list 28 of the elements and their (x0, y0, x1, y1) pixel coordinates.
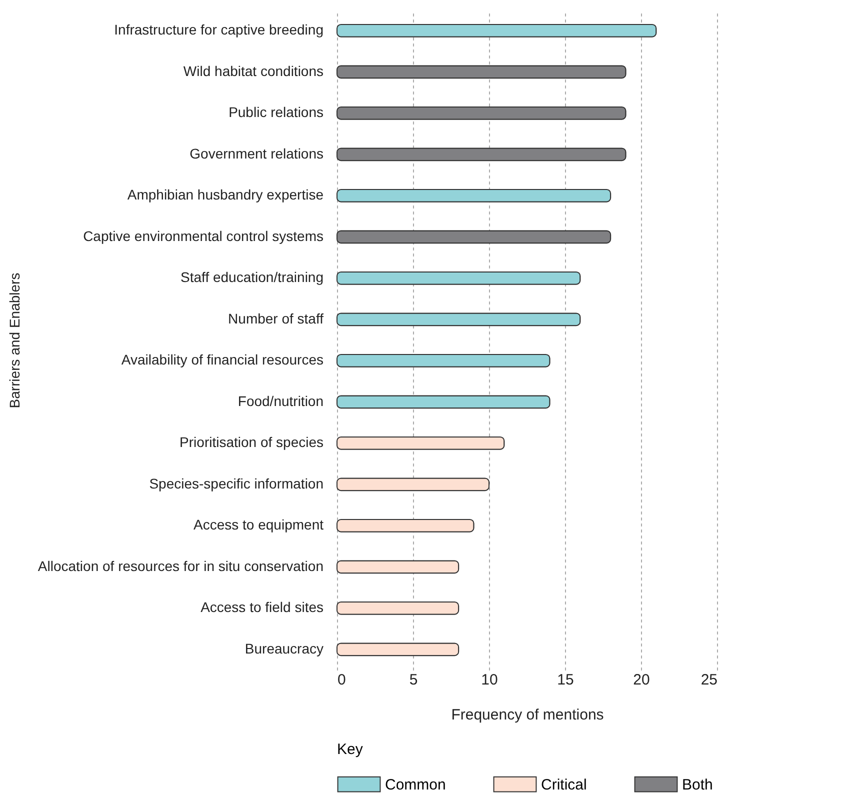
legend-label: Common (385, 776, 446, 794)
y-tick-label: Government relations (190, 145, 324, 162)
x-tick-label: 0 (338, 672, 346, 688)
y-tick-label: Number of staff (228, 310, 324, 326)
y-tick-label: Wild habitat conditions (183, 62, 324, 79)
legend-label: Both (682, 776, 713, 794)
legend-title: Key (337, 741, 364, 758)
y-tick-label: Amphibian husbandry expertise (127, 186, 324, 203)
y-tick-label: Species-specific information (149, 475, 324, 492)
y-tick-label: Infrastructure for captive breeding (114, 22, 324, 38)
y-tick-label: Prioritisation of species (180, 434, 324, 450)
y-tick-label: Access to equipment (194, 516, 324, 533)
x-axis-title: Frequency of mentions (451, 706, 604, 724)
x-tick-label: 5 (409, 672, 418, 688)
x-tick-label: 15 (557, 672, 574, 688)
y-axis-title: Barriers and Enablers (6, 272, 22, 408)
y-tick-label: Allocation of resources for in situ conservation (38, 558, 324, 574)
x-tick-label: 25 (700, 672, 718, 688)
y-tick-label: Food/nutrition (238, 392, 324, 409)
y-tick-label: Captive environmental control systems (83, 228, 324, 244)
x-tick-label: 10 (481, 672, 498, 688)
y-tick-label: Staff education/training (180, 269, 324, 286)
y-tick-label: Public relations (228, 104, 324, 120)
x-tick-label: 20 (633, 672, 650, 688)
legend-label: Critical (541, 776, 587, 794)
y-tick-label: Access to field sites (200, 599, 324, 616)
y-tick-label: Bureaucracy (244, 640, 324, 656)
y-tick-label: Availability of financial resources (121, 352, 324, 368)
